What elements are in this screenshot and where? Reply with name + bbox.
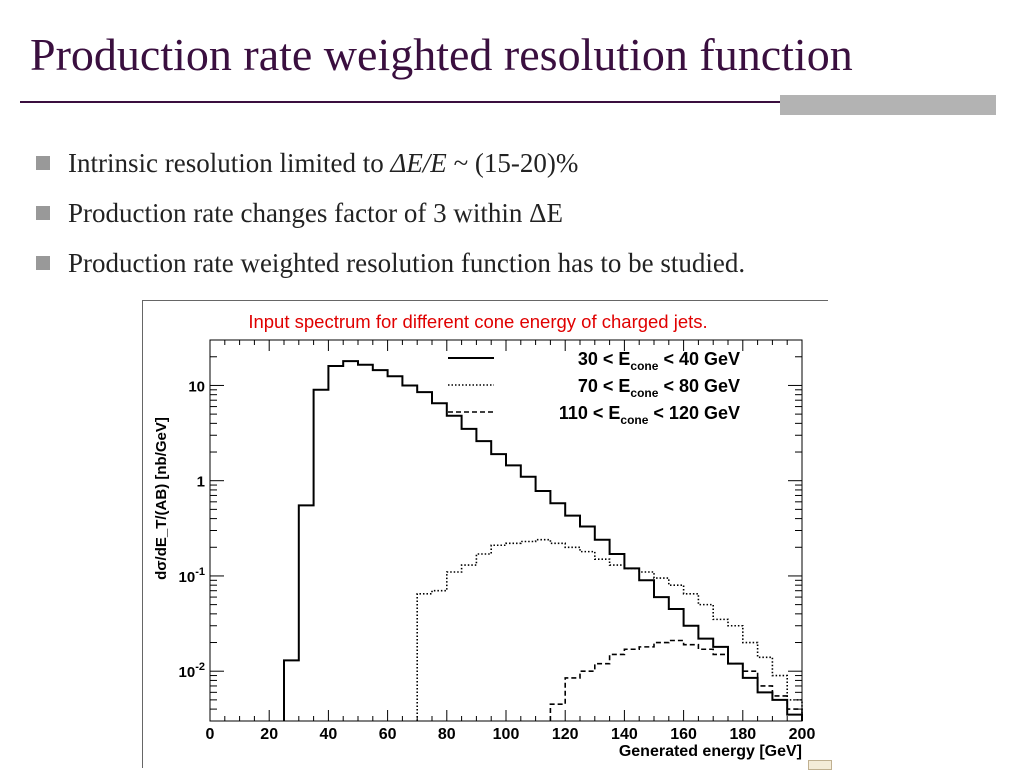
legend-text: 110 < E [559, 403, 621, 423]
bullet-text-pre: Production rate weighted resolution func… [68, 248, 746, 278]
legend-text: < 120 GeV [648, 403, 740, 423]
legend-text: < 80 GeV [658, 376, 740, 396]
bullet-item: Production rate changes factor of 3 with… [32, 192, 745, 242]
title-underline [20, 101, 996, 103]
legend-entry: 110 < Econe < 120 GeV [559, 403, 740, 427]
bullet-text-pre: Intrinsic resolution limited to [68, 148, 391, 178]
chart-background [142, 300, 832, 768]
bullet-text-post: ~ (15-20)% [446, 148, 579, 178]
legend-text: 30 < E [578, 349, 631, 369]
legend-entry: 70 < Econe < 80 GeV [578, 376, 740, 400]
y-axis-label: dσ/dE_T/(AB) [nb/GeV] [153, 417, 170, 580]
x-tick-label: 120 [552, 726, 579, 743]
histogram-solid [283, 360, 803, 721]
spectrum-chart: Input spectrum for different cone energy… [142, 300, 832, 768]
x-tick-label: 20 [260, 726, 278, 743]
histogram-dotted [416, 538, 803, 721]
y-tick-exponent: -1 [195, 566, 205, 578]
y-tick-exponent: -2 [195, 661, 205, 673]
x-tick-label: 40 [320, 726, 338, 743]
legend-subscript: cone [630, 386, 658, 400]
x-tick-label: 80 [438, 726, 456, 743]
bullet-item: Intrinsic resolution limited to ΔE/E ~ (… [32, 142, 745, 192]
bullet-square-icon [36, 156, 50, 170]
bullet-square-icon [36, 206, 50, 220]
x-tick-label: 160 [670, 726, 697, 743]
legend-entry: 30 < Econe < 40 GeV [578, 349, 740, 373]
corner-widget [808, 760, 832, 770]
decorative-bar [780, 95, 996, 115]
x-axis-label: Generated energy [GeV] [619, 743, 802, 760]
x-tick-label: 0 [206, 726, 215, 743]
bullet-text-pre: Production rate changes factor of 3 with… [68, 198, 563, 228]
chart-title: Input spectrum for different cone energy… [248, 311, 707, 332]
x-tick-label: 60 [379, 726, 397, 743]
y-tick-label: 1 [197, 474, 205, 491]
histogram-dashed [549, 639, 803, 721]
x-tick-label: 140 [611, 726, 638, 743]
x-tick-label: 180 [729, 726, 756, 743]
legend-subscript: cone [630, 359, 658, 373]
bullet-list: Intrinsic resolution limited to ΔE/E ~ (… [32, 142, 745, 292]
legend-text: 70 < E [578, 376, 631, 396]
histogram-series [283, 360, 803, 721]
bullet-text-em: ΔE/E [390, 148, 447, 178]
legend-subscript: cone [620, 413, 648, 427]
y-axis-label-group: dσ/dE_T/(AB) [nb/GeV] [153, 417, 170, 580]
bullet-square-icon [36, 256, 50, 270]
x-tick-label: 200 [789, 726, 816, 743]
legend-text: < 40 GeV [658, 349, 740, 369]
x-tick-label: 100 [493, 726, 520, 743]
slide-title: Production rate weighted resolution func… [30, 29, 853, 80]
bullet-item: Production rate weighted resolution func… [32, 242, 745, 292]
y-tick-label: 10 [188, 378, 205, 395]
